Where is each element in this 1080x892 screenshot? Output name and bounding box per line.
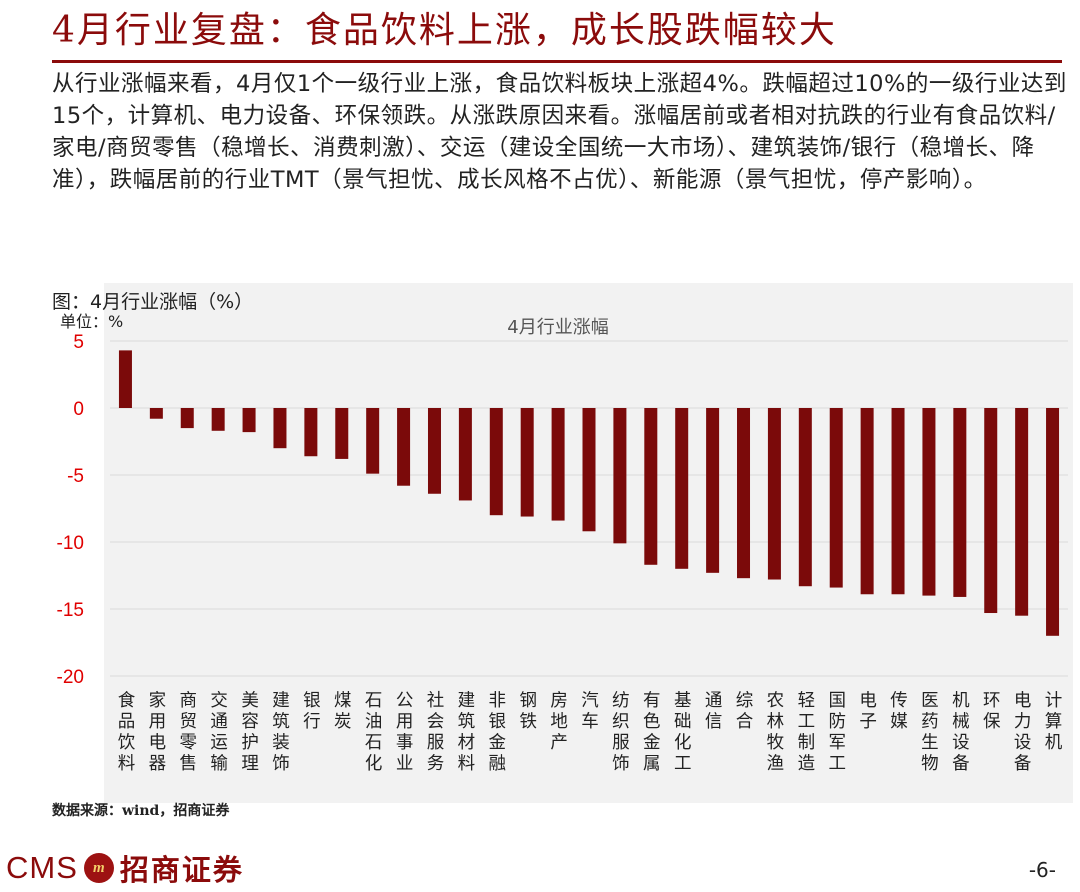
x-tick-label: 交通运输 bbox=[210, 691, 228, 774]
bar-交通运输 bbox=[211, 408, 225, 431]
bar-基础化工 bbox=[675, 408, 689, 569]
bar-轻工制造 bbox=[798, 408, 812, 587]
bar-美容护理 bbox=[242, 408, 256, 433]
bar-环保 bbox=[984, 408, 998, 614]
x-tick-label: 轻工制造 bbox=[798, 691, 816, 774]
x-tick-label: 计算机 bbox=[1045, 691, 1063, 753]
x-tick-label: 建筑装饰 bbox=[272, 691, 290, 774]
x-tick-label: 国防军工 bbox=[828, 691, 846, 774]
x-tick-label: 建筑材料 bbox=[458, 691, 476, 774]
y-tick-label: -5 bbox=[67, 466, 84, 487]
bar-国防军工 bbox=[829, 408, 843, 588]
summary-paragraph: 从行业涨幅来看，4月仅1个一级行业上涨，食品饮料板块上涨超4%。跌幅超过10%的… bbox=[52, 71, 1067, 193]
y-tick-label: 0 bbox=[73, 399, 84, 420]
x-tick-label: 电子 bbox=[859, 691, 877, 732]
bar-计算机 bbox=[1046, 408, 1060, 636]
bar-非银金融 bbox=[489, 408, 503, 516]
page-number: -6- bbox=[1028, 858, 1056, 882]
plot-area bbox=[104, 283, 1073, 803]
logo-emblem-icon: m bbox=[83, 853, 114, 883]
chart-title: 4月行业涨幅 bbox=[507, 317, 608, 338]
logo-latin: CMS bbox=[6, 850, 78, 885]
x-tick-label: 汽车 bbox=[581, 691, 599, 732]
bar-社会服务 bbox=[427, 408, 441, 494]
x-tick-label: 房地产 bbox=[550, 691, 568, 753]
page-title: 4月行业复盘：食品饮料上涨，成长股跌幅较大 bbox=[52, 10, 837, 51]
x-tick-label: 环保 bbox=[983, 691, 1001, 732]
bar-银行 bbox=[304, 408, 318, 457]
bar-商贸零售 bbox=[180, 408, 194, 429]
bar-通信 bbox=[706, 408, 720, 573]
figure-label: 图：4月行业涨幅（%） bbox=[52, 291, 254, 313]
bar-钢铁 bbox=[520, 408, 534, 517]
title-divider bbox=[52, 60, 1062, 63]
x-tick-label: 石油石化 bbox=[365, 691, 383, 774]
x-tick-label: 家用电器 bbox=[149, 691, 167, 774]
x-tick-label: 传媒 bbox=[890, 691, 908, 732]
x-tick-label: 银行 bbox=[303, 691, 321, 732]
y-tick-label: 5 bbox=[73, 332, 84, 353]
x-tick-label: 社会服务 bbox=[427, 691, 445, 774]
bar-建筑装饰 bbox=[273, 408, 287, 449]
bar-食品饮料 bbox=[118, 350, 132, 408]
bar-纺织服饰 bbox=[613, 408, 627, 544]
x-tick-label: 纺织服饰 bbox=[612, 691, 630, 774]
bar-电子 bbox=[860, 408, 874, 595]
bar-家用电器 bbox=[149, 408, 163, 419]
bar-房地产 bbox=[551, 408, 565, 521]
x-tick-label: 农林牧渔 bbox=[767, 691, 785, 774]
industry-return-chart: 5 0 -5 -10 -15 -20 4月行业涨幅 食品饮料 家用电器 商贸零售 交通运输 美容护理建… bbox=[52, 283, 1073, 823]
x-tick-label: 基础化工 bbox=[674, 691, 692, 774]
bar-传媒 bbox=[891, 408, 905, 595]
y-tick-label: -10 bbox=[57, 533, 84, 554]
bar-有色金属 bbox=[644, 408, 658, 565]
bar-农林牧渔 bbox=[767, 408, 781, 580]
x-tick-label: 商贸零售 bbox=[180, 691, 198, 774]
x-tick-label: 电力设备 bbox=[1014, 691, 1032, 774]
bar-综合 bbox=[737, 408, 751, 579]
bar-建筑材料 bbox=[458, 408, 472, 501]
bar-医药生物 bbox=[922, 408, 936, 596]
x-tick-label: 机械设备 bbox=[952, 691, 970, 774]
x-tick-label: 公用事业 bbox=[396, 691, 414, 774]
y-tick-label: -15 bbox=[57, 600, 84, 621]
x-tick-label: 钢铁 bbox=[519, 691, 537, 732]
bar-煤炭 bbox=[335, 408, 349, 459]
x-tick-label: 通信 bbox=[705, 691, 723, 732]
x-tick-label: 煤炭 bbox=[334, 691, 352, 732]
cms-logo: CMS m 招商证券 bbox=[6, 848, 244, 888]
x-tick-label: 美容护理 bbox=[241, 691, 259, 774]
data-source: 数据来源：wind，招商证券 bbox=[52, 803, 230, 819]
bar-石油石化 bbox=[366, 408, 380, 474]
x-tick-label: 综合 bbox=[736, 691, 754, 732]
x-tick-label: 非银金融 bbox=[489, 691, 507, 774]
bar-汽车 bbox=[582, 408, 596, 532]
logo-chinese: 招商证券 bbox=[119, 853, 244, 887]
x-tick-label: 有色金属 bbox=[643, 691, 661, 774]
x-tick-label: 食品饮料 bbox=[118, 691, 136, 774]
bar-公用事业 bbox=[397, 408, 411, 486]
bar-电力设备 bbox=[1015, 408, 1029, 616]
y-tick-label: -20 bbox=[57, 667, 84, 688]
x-tick-label: 医药生物 bbox=[921, 691, 939, 774]
unit-label: 单位：% bbox=[60, 312, 124, 331]
bar-机械设备 bbox=[953, 408, 967, 597]
chart-svg: 50-5-10-15-204月行业涨幅食品饮料家用电器商贸零售交通运输美容护理建… bbox=[57, 283, 1073, 803]
